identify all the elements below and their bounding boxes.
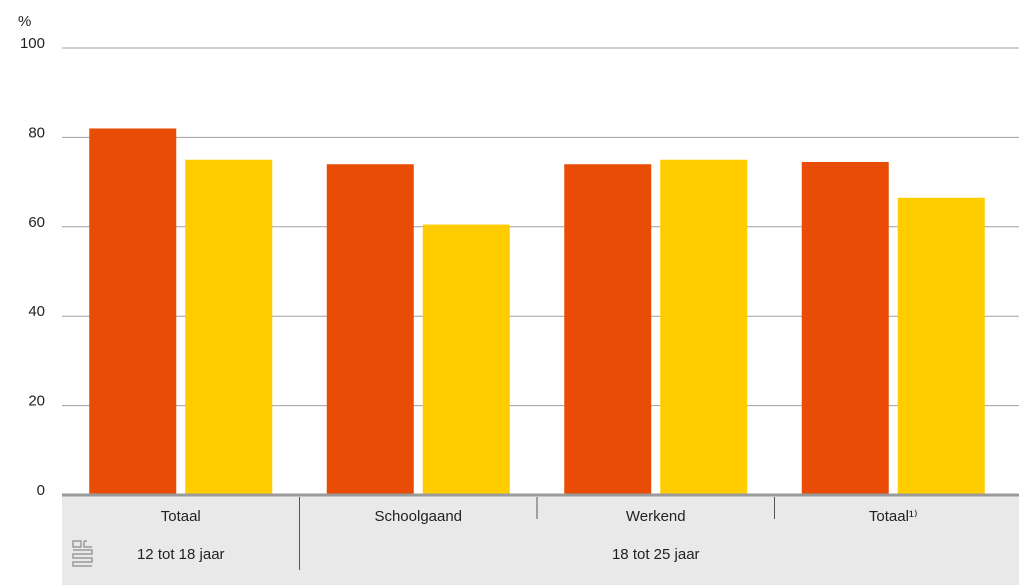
category-band (62, 495, 1019, 585)
x-tick-label: Totaal¹⁾ (869, 508, 918, 525)
bar (564, 164, 652, 495)
bar (326, 164, 414, 495)
x-tick-label: Schoolgaand (374, 508, 462, 525)
x-tick-label: Werkend (626, 508, 686, 525)
y-tick-label: 80 (28, 124, 45, 141)
bar (89, 128, 177, 495)
y-tick-label: 0 (37, 482, 45, 499)
x-tick-label: Totaal (161, 508, 201, 525)
y-tick-label: 20 (28, 393, 45, 410)
y-tick-label: 40 (28, 303, 45, 320)
y-tick-label: 100 (20, 35, 45, 52)
y-tick-label: 60 (28, 214, 45, 231)
bar (660, 159, 748, 495)
bar (422, 224, 510, 495)
y-axis-label: % (18, 13, 31, 30)
bar (897, 197, 985, 495)
group-label: 18 tot 25 jaar (612, 546, 700, 563)
group-label: 12 tot 18 jaar (137, 546, 225, 563)
bar (185, 159, 273, 495)
logo (72, 540, 93, 567)
bar (801, 161, 889, 496)
